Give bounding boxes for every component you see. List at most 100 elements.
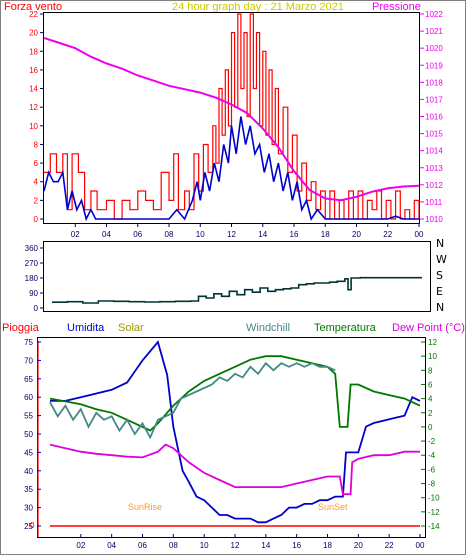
temperature-right-tick-label: -2 [428,437,436,446]
series-direction-line [52,276,422,304]
compass-label: S [436,269,443,282]
direction-tick-label: 90 [29,289,38,298]
wind-x-tick-label: 22 [383,230,392,239]
pressure-right-tick-label: 1018 [425,78,443,87]
wind-panel: 0246810121416182022101010111012101310141… [29,10,443,239]
compass-label: N [436,237,444,250]
humidity-left-tick-label: 25 [24,522,33,531]
wind-x-tick-label: 10 [196,230,205,239]
pressure-right-tick-label: 1019 [425,61,443,70]
wind-x-tick-label: 02 [71,230,80,239]
direction-panel-frame [43,241,431,312]
humidity-left-tick-label: 40 [24,467,33,476]
graph-date-title: 24 hour graph day : 21 Marzo 2021 [172,1,344,13]
wind-speed-title: Forza vento [4,1,62,13]
humidity-x-tick-label: 08 [169,541,178,550]
legend-solar: Solar [118,322,144,334]
pressure-title: Pressione [372,1,421,13]
pressure-right-tick-label: 1013 [425,164,443,173]
wind-left-tick-label: 12 [29,103,38,112]
sunset-label: SunSet [318,502,348,512]
wind-x-tick-label: 16 [290,230,299,239]
pressure-right-tick-label: 1020 [425,44,443,53]
compass-label: N [436,301,444,314]
humidity-left-tick-label: 30 [24,504,33,513]
rain-axis-zero: 0 [30,521,35,530]
wind-left-tick-label: 10 [29,122,38,131]
wind-left-tick-label: 20 [29,29,38,38]
humidity-x-tick-label: 18 [323,541,332,550]
wind-left-tick-label: 4 [34,178,39,187]
humidity-left-tick-label: 65 [24,375,33,384]
series-pressure-line [43,36,420,202]
humidity-x-tick-label: 06 [138,541,147,550]
sunrise-label: SunRise [128,502,162,512]
wind-x-tick-label: 06 [133,230,142,239]
wind-left-tick-label: 22 [29,10,38,19]
humidity-x-tick-label: 20 [354,541,363,550]
pressure-right-tick-label: 1021 [425,27,443,36]
temperature-right-tick-label: 6 [428,380,433,389]
wind-left-tick-label: 16 [29,66,38,75]
temperature-right-tick-label: -4 [428,451,436,460]
temperature-right-tick-label: -6 [428,465,436,474]
pressure-right-tick-label: 1010 [425,215,443,224]
pressure-right-tick-label: 1011 [425,198,443,207]
wind-left-tick-label: 18 [29,47,38,56]
humidity-x-tick-label: 04 [107,541,116,550]
series-windchill-line [49,361,336,440]
temperature-right-tick-label: 0 [428,423,433,432]
wind-left-tick-label: 6 [34,159,39,168]
humidity-x-tick-label: 22 [385,541,394,550]
temperature-right-tick-label: -14 [428,522,440,531]
legend-windchill: Windchill [246,322,290,334]
wind-x-tick-label: 18 [321,230,330,239]
wind-x-tick-label: 00 [415,230,424,239]
humidity-x-tick-label: 12 [231,541,240,550]
series-dewpoint-line [49,443,420,496]
temperature-right-tick-label: -12 [428,508,440,517]
humidity-x-tick-label: 10 [200,541,209,550]
humidity-left-tick-label: 50 [24,430,33,439]
direction-tick-label: 270 [25,259,39,268]
temperature-right-tick-label: 12 [428,338,437,347]
wind-x-tick-label: 12 [227,230,236,239]
humidity-left-tick-label: 35 [24,485,33,494]
wind-x-tick-label: 04 [102,230,111,239]
humidity-left-tick-label: 70 [24,356,33,365]
humidity-left-tick-label: 75 [24,338,33,347]
pressure-right-tick-label: 1017 [425,95,443,104]
wind-x-tick-label: 08 [165,230,174,239]
wind-left-tick-label: 0 [34,215,39,224]
pressure-right-tick-label: 1012 [425,181,443,190]
pressure-right-tick-label: 1022 [425,10,443,19]
wind-x-tick-label: 20 [352,230,361,239]
compass-label: E [436,285,443,298]
legend-temperatura: Temperatura [314,322,377,334]
series-wind-line [44,13,420,220]
series-umidita-line [50,340,421,524]
pressure-right-tick-label: 1015 [425,130,443,139]
direction-tick-label: 360 [25,244,39,253]
temperature-right-tick-label: -10 [428,494,440,503]
series-gust-line [43,116,419,222]
legend-umidita: Umidita [67,322,105,334]
humidity-left-tick-label: 60 [24,393,33,402]
humidity-left-tick-label: 55 [24,412,33,421]
humidity-x-tick-label: 02 [76,541,85,550]
legend-pioggia: Pioggia [2,322,40,334]
humidity-left-tick-label: 45 [24,448,33,457]
humidity-x-tick-label: 16 [292,541,301,550]
compass-label: W [436,253,447,266]
wind-left-tick-label: 14 [29,85,38,94]
humidity-x-tick-label: 00 [416,541,425,550]
wind-left-tick-label: 8 [34,140,39,149]
temperature-right-tick-label: 10 [428,352,437,361]
legend-dewpoint: Dew Point (°C) [392,322,465,334]
temperature-right-tick-label: 2 [428,409,433,418]
pressure-right-tick-label: 1016 [425,113,443,122]
